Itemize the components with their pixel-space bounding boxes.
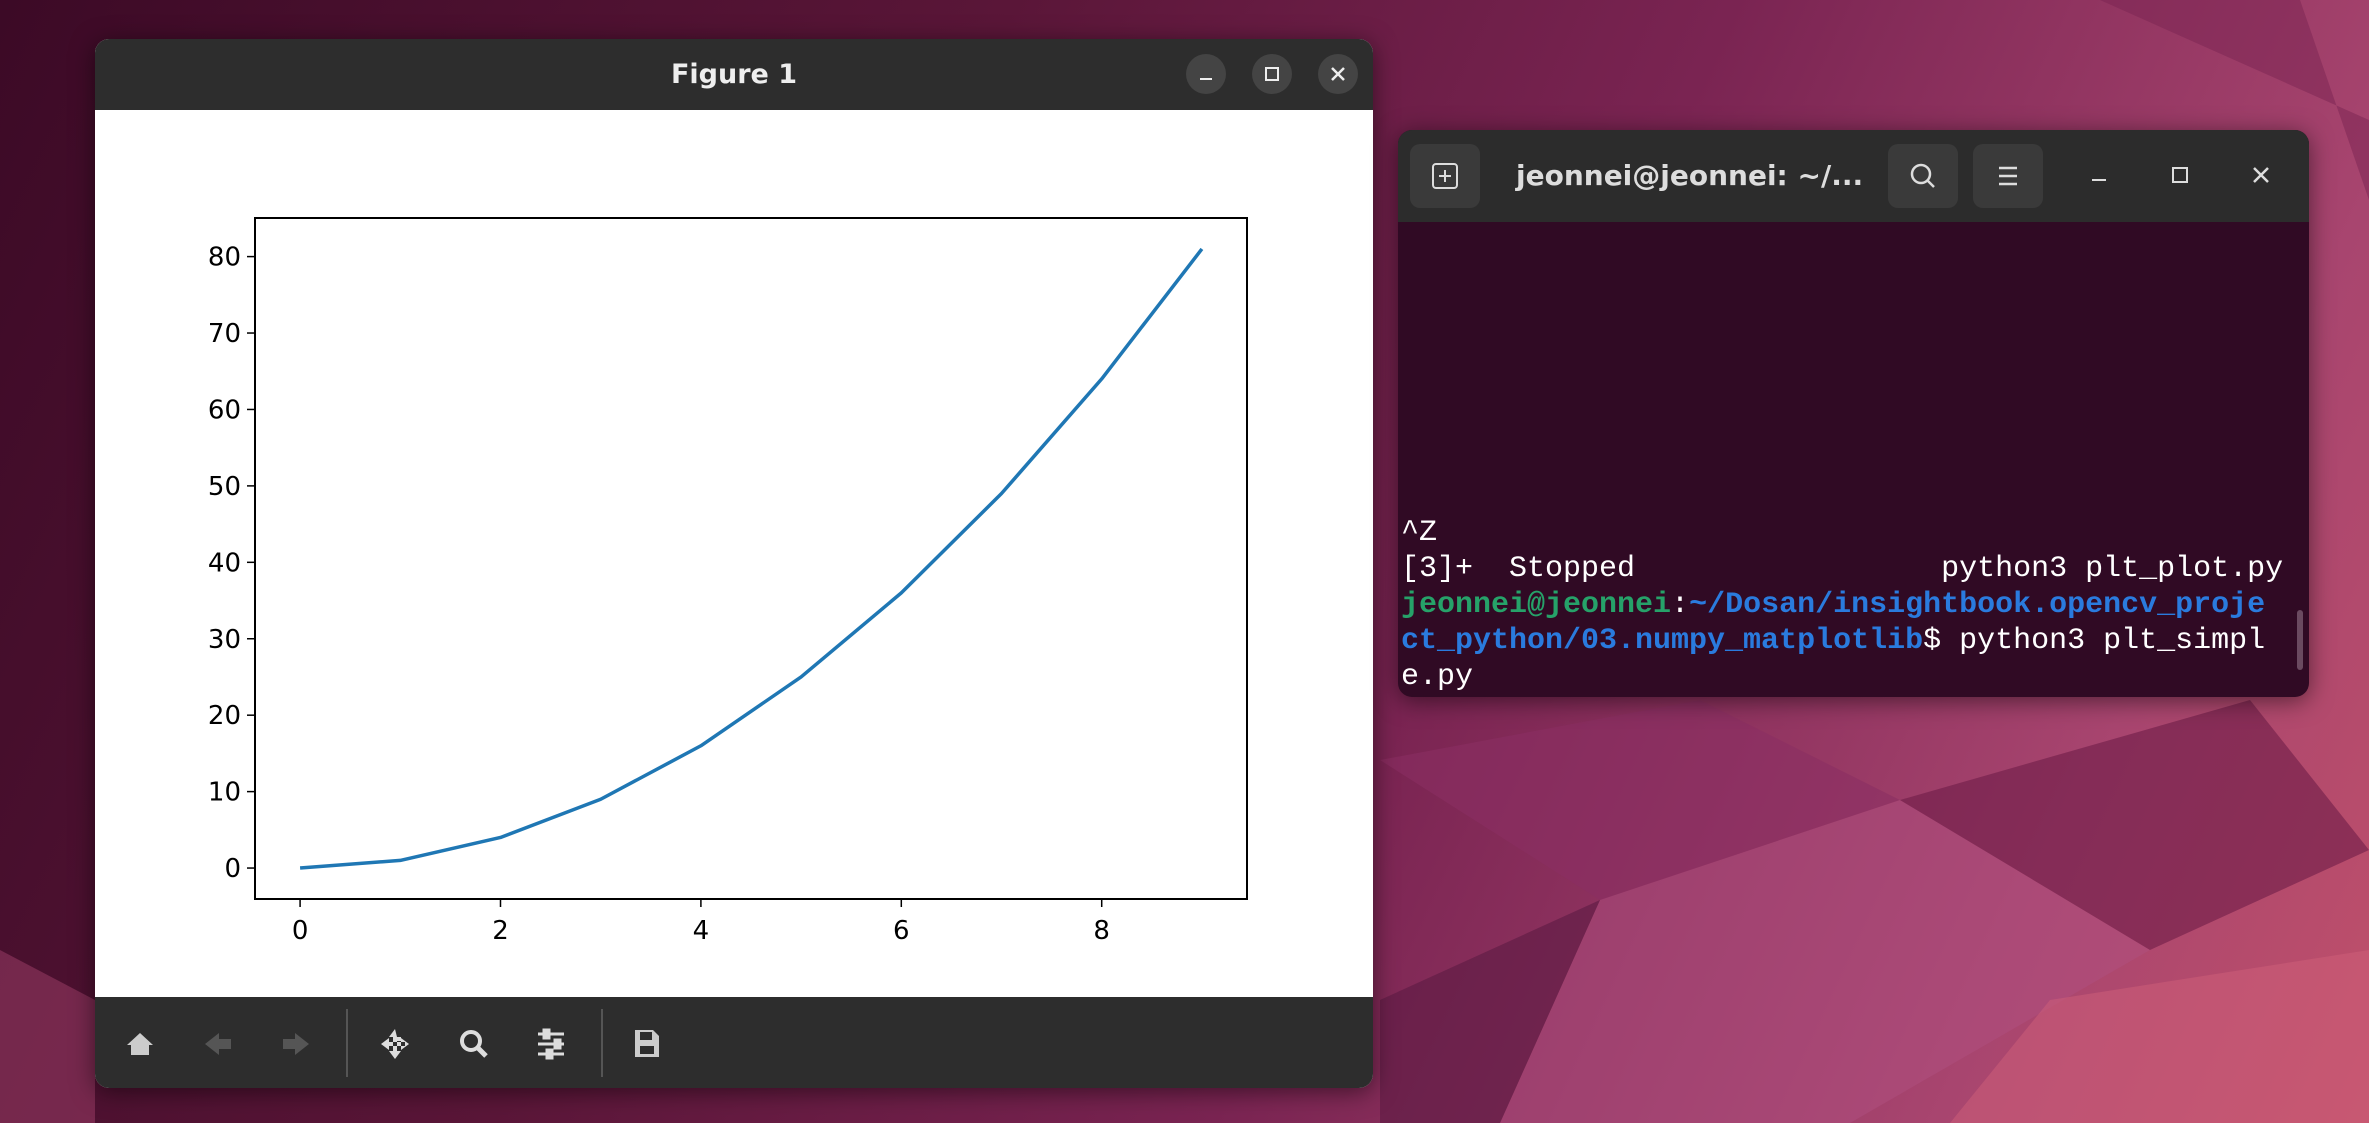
terminal-window: jeonnei@jeonnei: ~/... ^Z [3]+ Stopped p… — [1398, 130, 2309, 697]
plot-area — [254, 217, 1248, 900]
toolbar — [95, 997, 1373, 1088]
window-controls — [2092, 167, 2269, 183]
y-tick-label: 70 — [208, 319, 241, 349]
close-button[interactable] — [1318, 54, 1358, 94]
close-button[interactable] — [2253, 167, 2269, 183]
figure-window: Figure 1 0 10 20 30 40 50 60 70 80 0 2 4 6 8 — [95, 39, 1373, 1088]
save-button[interactable] — [635, 1030, 659, 1057]
toolbar-icons — [127, 1009, 659, 1077]
y-tick-label: 60 — [208, 395, 241, 425]
y-tick-label: 0 — [224, 854, 241, 884]
x-tick-label: 4 — [693, 916, 710, 946]
chart: 0 10 20 30 40 50 60 70 80 0 2 4 6 8 — [208, 217, 1248, 946]
maximize-button[interactable] — [1252, 54, 1292, 94]
y-tick-label: 10 — [208, 778, 241, 808]
data-line — [299, 247, 1204, 870]
y-tick-label: 30 — [208, 625, 241, 655]
window-title: jeonnei@jeonnei: ~/... — [1516, 159, 1864, 192]
title-bar: Figure 1 — [95, 39, 1373, 110]
terminal-output: ^Z [3]+ Stopped python3 plt_plot.py jeon… — [1401, 515, 2283, 697]
maximize-button[interactable] — [2172, 167, 2188, 183]
new-tab-button[interactable] — [1410, 144, 1480, 208]
scrollbar[interactable] — [2297, 610, 2303, 670]
zoom-button[interactable] — [460, 1030, 488, 1058]
command: $ python3 plt_simple.py — [1401, 624, 2266, 694]
output-line: ^Z — [1401, 516, 1438, 550]
forward-button[interactable] — [283, 1033, 309, 1055]
pan-button[interactable] — [381, 1029, 409, 1059]
minimize-button[interactable] — [1186, 54, 1226, 94]
y-tick-label: 80 — [208, 243, 241, 273]
title-bar: jeonnei@jeonnei: ~/... — [1398, 130, 2309, 222]
x-tick-label: 6 — [893, 916, 910, 946]
y-tick-label: 40 — [208, 548, 241, 578]
y-tick-label: 20 — [208, 701, 241, 731]
output-line: [3]+ Stopped python3 plt_plot.py — [1401, 552, 2284, 586]
search-button[interactable] — [1888, 144, 1958, 208]
x-tick-label: 0 — [292, 916, 309, 946]
x-tick-label: 2 — [492, 916, 509, 946]
configure-button[interactable] — [538, 1028, 564, 1060]
window-title: Figure 1 — [670, 59, 798, 90]
menu-button[interactable] — [1973, 144, 2043, 208]
home-button[interactable] — [127, 1033, 153, 1055]
prompt-user: jeonnei@jeonnei — [1401, 588, 1672, 622]
prompt-separator: : — [1671, 588, 1690, 622]
y-tick-label: 50 — [208, 472, 241, 502]
back-button[interactable] — [205, 1033, 231, 1055]
x-tick-label: 8 — [1093, 916, 1110, 946]
prompt-path: ~/Dosan/insightbook.opencv_project_pytho… — [1401, 588, 2266, 658]
